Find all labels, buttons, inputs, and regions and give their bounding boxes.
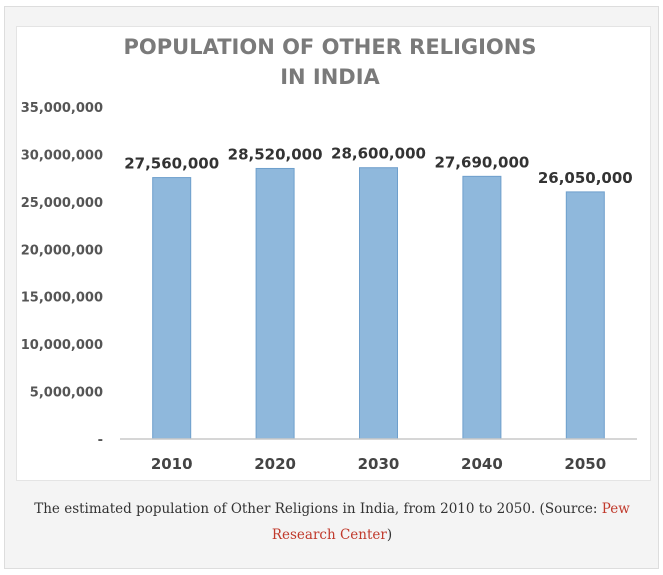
- chart-title-line-2: IN INDIA: [280, 65, 380, 89]
- bar-2040: [462, 175, 502, 440]
- y-tick-label: 25,000,000: [21, 196, 103, 211]
- y-tick-label: 5,000,000: [30, 386, 103, 401]
- caption-suffix: ): [386, 527, 393, 543]
- y-tick-label: 10,000,000: [21, 338, 103, 353]
- x-tick-label: 2050: [564, 455, 606, 473]
- y-tick-label: 20,000,000: [21, 243, 103, 258]
- x-tick-label: 2030: [358, 455, 400, 473]
- bar-2030: [359, 167, 398, 440]
- bar-2010: [152, 177, 192, 440]
- source-link[interactable]: Pew Research Center: [271, 501, 630, 543]
- data-label: 28,520,000: [228, 145, 323, 163]
- x-tick-label: 2040: [461, 455, 503, 473]
- chart-area: [16, 26, 651, 481]
- y-tick-label: -: [98, 433, 103, 448]
- figure-caption: The estimated population of Other Religi…: [14, 496, 650, 548]
- y-tick-label: 30,000,000: [21, 148, 103, 163]
- bar-chart: POPULATION OF OTHER RELIGIONS IN INDIA -…: [21, 35, 637, 473]
- bar-2050: [565, 191, 605, 440]
- x-tick-label: 2020: [254, 455, 296, 473]
- y-tick-label: 35,000,000: [21, 101, 103, 116]
- x-tick-label: 2010: [151, 455, 193, 473]
- y-tick-label: 15,000,000: [21, 291, 103, 306]
- data-label: 26,050,000: [538, 169, 633, 187]
- caption-text: The estimated population of Other Religi…: [34, 501, 602, 517]
- data-label: 27,690,000: [434, 153, 529, 171]
- data-label: 27,560,000: [124, 155, 219, 173]
- bar-2020: [255, 167, 295, 440]
- chart-title-line-1: POPULATION OF OTHER RELIGIONS: [124, 35, 537, 59]
- data-label: 28,600,000: [331, 145, 426, 163]
